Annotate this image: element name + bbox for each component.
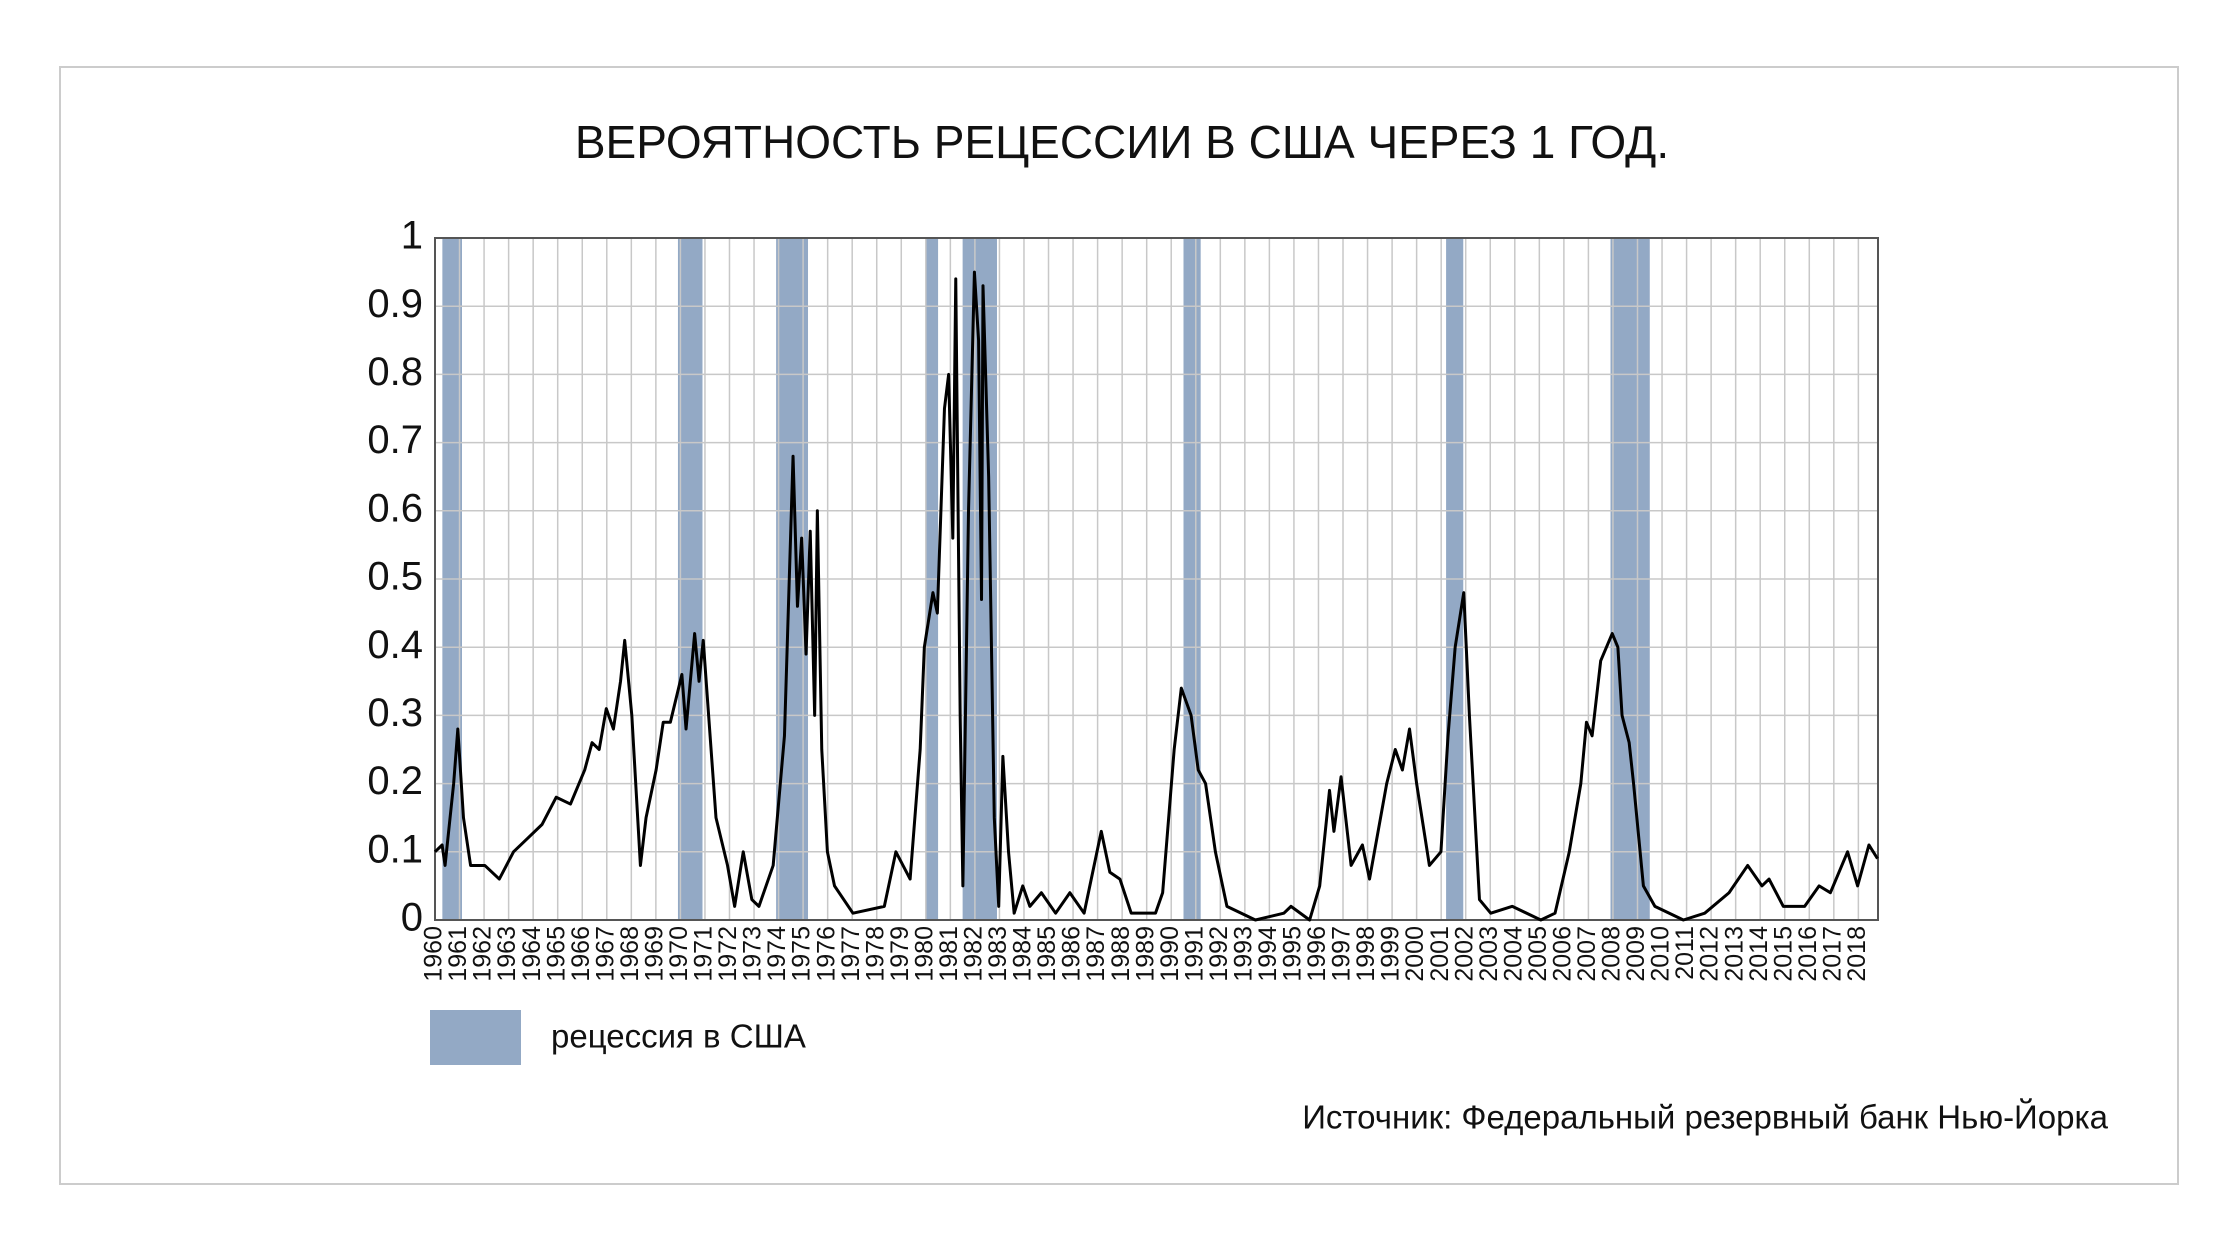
x-tick-label: 2002: [1450, 926, 1478, 982]
y-tick-label: 0.4: [367, 623, 423, 667]
plot-border: [434, 237, 1879, 921]
x-tick-label: 1966: [567, 926, 595, 982]
y-tick-label: 0.5: [367, 555, 423, 599]
x-tick-label: 1962: [469, 926, 497, 982]
x-tick-label: 1991: [1180, 926, 1208, 982]
x-tick-label: 1999: [1377, 926, 1405, 982]
x-tick-label: 1961: [444, 926, 472, 982]
x-tick-label: 2013: [1720, 926, 1748, 982]
y-tick-label: 0: [401, 896, 423, 940]
x-tick-label: 2003: [1475, 926, 1503, 982]
x-tick-label: 2018: [1843, 926, 1871, 982]
x-tick-label: 2009: [1622, 926, 1650, 982]
y-tick-label: 0.9: [367, 282, 423, 326]
x-tick-label: 1985: [1033, 926, 1061, 982]
y-tick-label: 0.6: [367, 486, 423, 530]
x-tick-label: 1977: [837, 926, 865, 982]
x-tick-label: 1983: [984, 926, 1012, 982]
x-tick-label: 1970: [665, 926, 693, 982]
x-tick-label: 2007: [1573, 926, 1601, 982]
x-tick-label: 1988: [1107, 926, 1135, 982]
chart-title: ВЕРОЯТНОСТЬ РЕЦЕССИИ В США ЧЕРЕЗ 1 ГОД.: [575, 116, 1669, 168]
x-tick-label: 1967: [591, 926, 619, 982]
x-tick-label: 1997: [1328, 926, 1356, 982]
x-tick-label: 2005: [1524, 926, 1552, 982]
x-tick-label: 1963: [493, 926, 521, 982]
x-tick-label: 1994: [1254, 926, 1282, 982]
x-tick-label: 1968: [616, 926, 644, 982]
x-tick-label: 1978: [861, 926, 889, 982]
x-tick-label: 1979: [886, 926, 914, 982]
x-tick-label: 1981: [935, 926, 963, 982]
y-tick-label: 0.7: [367, 418, 423, 462]
legend-label: рецессия в США: [551, 1018, 806, 1055]
x-tick-label: 1974: [763, 926, 791, 982]
y-tick-label: 0.1: [367, 827, 423, 871]
y-tick-label: 0.3: [367, 691, 423, 735]
x-tick-label: 2016: [1794, 926, 1822, 982]
probability-line: [433, 270, 1879, 922]
x-tick-label: 1964: [518, 926, 546, 982]
x-tick-label: 1975: [788, 926, 816, 982]
x-tick-label: 1992: [1205, 926, 1233, 982]
x-tick-label: 1986: [1058, 926, 1086, 982]
x-tick-label: 1987: [1082, 926, 1110, 982]
x-tick-label: 1971: [690, 926, 718, 982]
y-tick-label: 0.8: [367, 350, 423, 394]
x-tick-label: 1973: [739, 926, 767, 982]
x-tick-label: 1980: [910, 926, 938, 982]
x-tick-label: 1969: [640, 926, 668, 982]
x-tick-label: 1990: [1156, 926, 1184, 982]
x-tick-label: 1996: [1303, 926, 1331, 982]
x-tick-label: 1972: [714, 926, 742, 982]
x-tick-label: 1960: [420, 926, 448, 982]
x-tick-label: 2000: [1401, 926, 1429, 982]
legend-swatch: [430, 1010, 521, 1065]
x-tick-label: 1965: [542, 926, 570, 982]
x-tick-label: 2001: [1426, 926, 1454, 982]
x-tick-label: 2006: [1548, 926, 1576, 982]
x-tick-label: 1989: [1131, 926, 1159, 982]
source-note: Источник: Федеральный резервный банк Нью…: [1302, 1099, 2108, 1136]
x-tick-label: 2011: [1671, 926, 1699, 980]
y-tick-label: 0.2: [367, 759, 423, 803]
x-tick-label: 2010: [1647, 926, 1675, 982]
y-tick-label: 1: [401, 214, 423, 258]
x-tick-label: 1976: [812, 926, 840, 982]
x-tick-label: 2017: [1818, 926, 1846, 982]
x-tick-label: 2008: [1598, 926, 1626, 982]
x-tick-label: 2004: [1499, 926, 1527, 982]
x-tick-label: 2014: [1745, 926, 1773, 982]
x-tick-label: 1982: [960, 926, 988, 982]
x-tick-label: 1998: [1352, 926, 1380, 982]
x-tick-label: 2015: [1769, 926, 1797, 982]
x-tick-label: 2012: [1696, 926, 1724, 982]
x-tick-label: 1995: [1279, 926, 1307, 982]
x-tick-label: 1984: [1009, 926, 1037, 982]
x-tick-label: 1993: [1229, 926, 1257, 982]
